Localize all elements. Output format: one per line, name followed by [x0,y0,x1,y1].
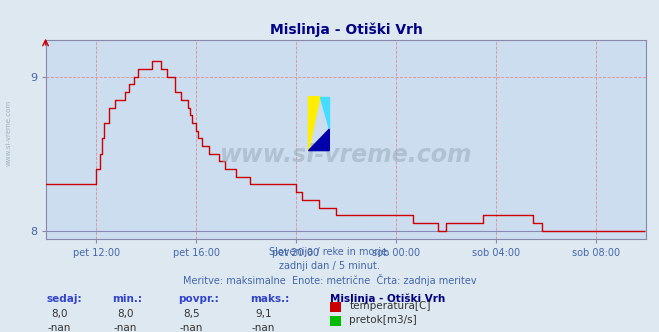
Text: 8,0: 8,0 [51,309,68,319]
Text: www.si-vreme.com: www.si-vreme.com [219,143,473,167]
Text: Mislinja - Otiški Vrh: Mislinja - Otiški Vrh [330,294,445,304]
Text: zadnji dan / 5 minut.: zadnji dan / 5 minut. [279,261,380,271]
Text: min.:: min.: [112,294,142,304]
Text: 8,5: 8,5 [183,309,200,319]
Text: povpr.:: povpr.: [178,294,219,304]
Text: 8,0: 8,0 [117,309,134,319]
Text: sedaj:: sedaj: [46,294,82,304]
Text: www.si-vreme.com: www.si-vreme.com [5,100,12,166]
Text: pretok[m3/s]: pretok[m3/s] [349,315,417,325]
Text: -nan: -nan [113,323,137,332]
Text: Meritve: maksimalne  Enote: metrične  Črta: zadnja meritev: Meritve: maksimalne Enote: metrične Črta… [183,274,476,286]
Text: maks.:: maks.: [250,294,290,304]
Text: -nan: -nan [179,323,203,332]
Polygon shape [320,97,330,129]
Polygon shape [308,129,330,151]
Text: Slovenija / reke in morje.: Slovenija / reke in morje. [269,247,390,257]
Polygon shape [308,97,320,151]
Title: Mislinja - Otiški Vrh: Mislinja - Otiški Vrh [270,23,422,37]
Text: -nan: -nan [252,323,275,332]
Text: -nan: -nan [47,323,71,332]
Text: 9,1: 9,1 [255,309,272,319]
Text: temperatura[C]: temperatura[C] [349,301,431,311]
